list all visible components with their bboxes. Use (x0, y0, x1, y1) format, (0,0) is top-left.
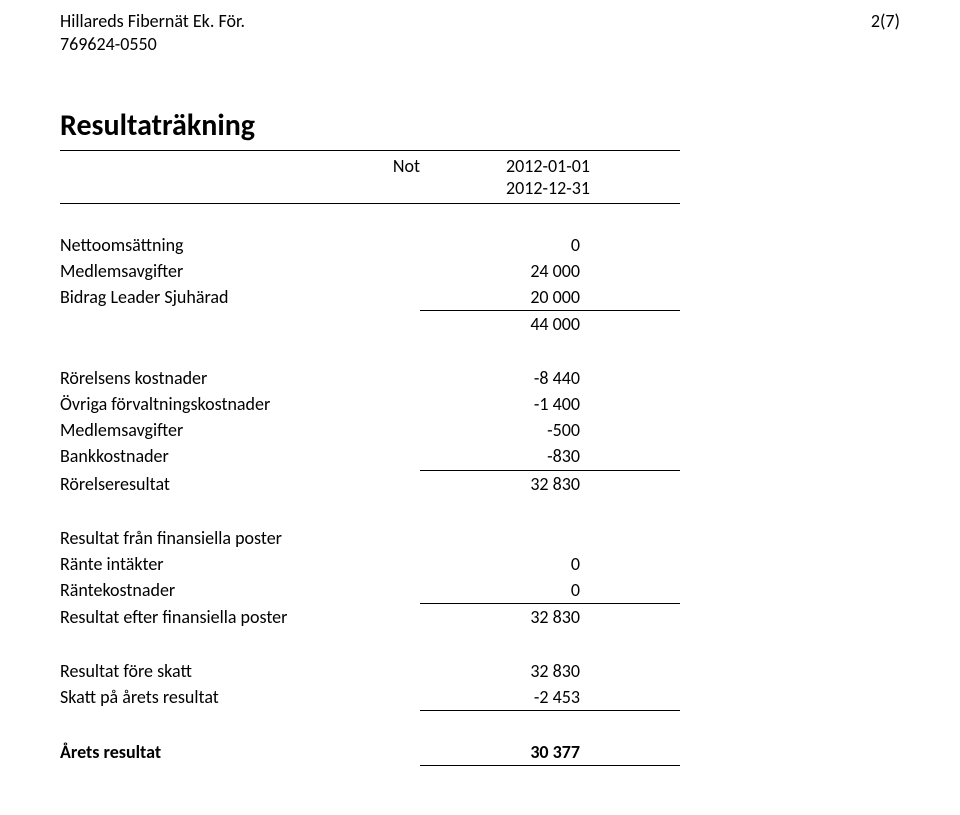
value: -1 400 (420, 391, 590, 417)
subtotal-rule (60, 710, 680, 711)
company-name: Hillareds Fibernät Ek. För. (60, 10, 245, 33)
title-rule (60, 150, 680, 151)
value: 32 830 (420, 471, 590, 497)
label: Rörelseresultat (60, 471, 420, 497)
page-number: 2(7) (871, 10, 900, 57)
label: Resultat före skatt (60, 658, 420, 684)
section-costs: Rörelsens kostnader -8 440 Övriga förval… (60, 365, 680, 496)
row-bidrag: Bidrag Leader Sjuhärad 20 000 (60, 284, 680, 310)
label: Resultat från finansiella poster (60, 525, 420, 551)
rule (580, 603, 680, 604)
row-netomsattning: Nettoomsättning 0 (60, 232, 680, 258)
value: -830 (420, 443, 590, 469)
column-headers: Not 2012-01-01 2012-12-31 (60, 155, 900, 199)
row-resultat-fore-skatt: Resultat före skatt 32 830 (60, 658, 680, 684)
value: 30 377 (420, 739, 590, 765)
label: Medlemsavgifter (60, 417, 420, 443)
rule (420, 710, 580, 711)
label: Årets resultat (60, 739, 420, 765)
label: Skatt på årets resultat (60, 684, 420, 710)
period-end: 2012-12-31 (506, 177, 590, 199)
row-rantekostnader: Räntekostnader 0 (60, 577, 680, 603)
value: 44 000 (420, 311, 590, 337)
label: Rörelsens kostnader (60, 365, 420, 391)
org-number: 769624-0550 (60, 33, 245, 56)
row-financial-heading: Resultat från finansiella poster (60, 525, 680, 551)
page-header: Hillareds Fibernät Ek. För. 769624-0550 … (60, 10, 900, 57)
final-rule (60, 765, 680, 766)
row-skatt: Skatt på årets resultat -2 453 (60, 684, 680, 710)
row-ovriga-forvaltning: Övriga förvaltningskostnader -1 400 (60, 391, 680, 417)
value: 32 830 (420, 658, 590, 684)
row-rorelsens-kostnader: Rörelsens kostnader -8 440 (60, 365, 680, 391)
row-resultat-efter-finansiella: Resultat efter finansiella poster 32 830 (60, 604, 680, 630)
label: Medlemsavgifter (60, 258, 420, 284)
row-revenue-subtotal: 44 000 (60, 311, 680, 337)
label: Nettoomsättning (60, 232, 420, 258)
section-financial: Resultat från finansiella poster Ränte i… (60, 525, 680, 630)
col-period: 2012-01-01 2012-12-31 (430, 155, 600, 199)
page-title: Resultaträkning (60, 107, 255, 144)
label: Bankkostnader (60, 443, 420, 469)
value: 24 000 (420, 258, 590, 284)
row-arets-resultat: Årets resultat 30 377 (60, 739, 680, 765)
rule (580, 310, 680, 311)
label: Ränte intäkter (60, 551, 420, 577)
title-block: Resultaträkning (60, 107, 900, 144)
header-rule (60, 203, 680, 204)
period-start: 2012-01-01 (506, 155, 590, 177)
row-rorelseresultat: Rörelseresultat 32 830 (60, 471, 680, 497)
rule (580, 710, 680, 711)
rule (420, 765, 580, 766)
value: 0 (420, 577, 590, 603)
label (60, 311, 420, 337)
row-medlemsavgifter: Medlemsavgifter 24 000 (60, 258, 680, 284)
col-not: Not (60, 155, 430, 199)
value: 32 830 (420, 604, 590, 630)
label: Resultat efter finansiella poster (60, 604, 420, 630)
section-final: Årets resultat 30 377 (60, 739, 680, 766)
value (420, 525, 590, 551)
rule (580, 765, 680, 766)
value: -500 (420, 417, 590, 443)
row-ranteintakter: Ränte intäkter 0 (60, 551, 680, 577)
value: 0 (420, 232, 590, 258)
value: -2 453 (420, 684, 590, 710)
label: Bidrag Leader Sjuhärad (60, 284, 420, 310)
row-costs-medlemsavgifter: Medlemsavgifter -500 (60, 417, 680, 443)
value: 0 (420, 551, 590, 577)
label: Övriga förvaltningskostnader (60, 391, 420, 417)
rule (580, 470, 680, 471)
value: 20 000 (420, 284, 590, 310)
company-block: Hillareds Fibernät Ek. För. 769624-0550 (60, 10, 245, 57)
section-revenue: Nettoomsättning 0 Medlemsavgifter 24 000… (60, 232, 680, 337)
section-tax: Resultat före skatt 32 830 Skatt på året… (60, 658, 680, 711)
value: -8 440 (420, 365, 590, 391)
label: Räntekostnader (60, 577, 420, 603)
document-page: Hillareds Fibernät Ek. För. 769624-0550 … (0, 0, 960, 766)
row-bankkostnader: Bankkostnader -830 (60, 443, 680, 469)
